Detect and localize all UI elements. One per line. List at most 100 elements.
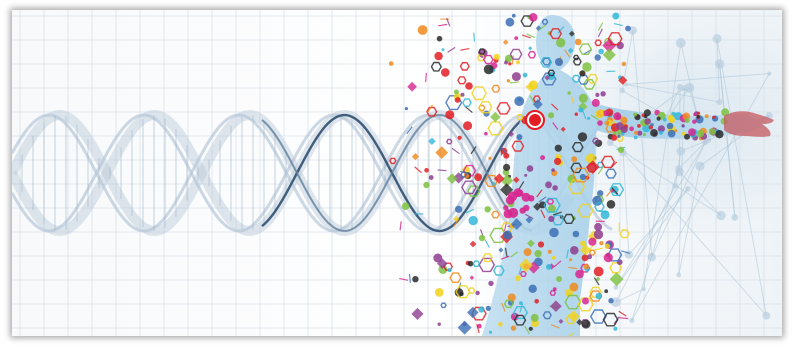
particle-atom	[551, 168, 555, 172]
particle-atom	[625, 25, 631, 32]
particle-atom	[662, 117, 667, 122]
particle-hexagon	[472, 260, 481, 267]
particle-diamond	[469, 240, 477, 248]
particle-bond	[582, 110, 587, 120]
molecular-particles	[388, 12, 730, 336]
particle-atom	[620, 126, 628, 133]
particle-bond	[611, 187, 619, 195]
particle-atom	[569, 282, 579, 292]
particle-atom	[604, 289, 609, 294]
particle-bond	[465, 208, 475, 214]
particle-bond	[550, 324, 560, 329]
particle-bond	[597, 22, 604, 31]
particle-hexagon	[445, 138, 453, 145]
network-link	[615, 288, 644, 303]
particle-diamond	[567, 47, 574, 54]
particle-bond	[438, 23, 448, 27]
particle-bond	[568, 266, 578, 270]
particle-cluster	[503, 209, 513, 219]
particle-atom	[579, 70, 586, 77]
particle-bond	[536, 189, 543, 198]
particle-atom	[441, 48, 445, 52]
particle-atom	[600, 91, 606, 97]
particle-atom	[510, 325, 517, 331]
particle-bond	[500, 255, 510, 260]
network-link	[628, 188, 689, 255]
particle-hexagon	[572, 167, 590, 183]
particle-atom	[534, 299, 539, 304]
particle-atom	[644, 118, 651, 125]
particle-atom	[715, 130, 724, 139]
particle-atom	[684, 133, 690, 140]
particle-atom	[503, 205, 509, 211]
particle-bond	[552, 122, 559, 131]
particle-atom	[594, 222, 603, 231]
particle-atom	[681, 131, 686, 136]
particle-hexagon	[492, 265, 505, 276]
particle-bond	[504, 247, 508, 257]
particle-hexagon	[482, 54, 494, 65]
network-node	[762, 311, 771, 320]
network-link	[716, 38, 767, 316]
particle-atom	[423, 181, 430, 189]
particle-bond	[519, 303, 524, 313]
particle-atom	[599, 241, 604, 246]
particle-atom	[642, 124, 651, 133]
particle-atom	[434, 51, 443, 61]
particle-atom	[696, 115, 700, 119]
particle-diamond	[411, 153, 420, 161]
particle-atom	[613, 326, 618, 331]
particle-bond	[564, 49, 571, 58]
particle-hexagon	[462, 164, 477, 177]
particle-atom	[424, 168, 429, 173]
particle-bond	[605, 189, 613, 197]
particle-atom	[488, 156, 492, 160]
particle-atom	[488, 280, 494, 287]
particle-atom	[650, 123, 654, 127]
particle-hexagon	[589, 309, 607, 324]
particle-atom	[465, 82, 473, 90]
particle-atom	[506, 79, 511, 83]
network-node	[676, 146, 686, 156]
particle-bond	[521, 34, 531, 39]
particle-diamond	[411, 307, 424, 321]
particle-atom	[459, 292, 464, 296]
particle-bond	[510, 251, 519, 258]
particle-atom	[478, 234, 486, 242]
particle-hexagon	[578, 43, 593, 55]
particle-hexagon	[496, 102, 511, 115]
particle-atom	[548, 215, 555, 222]
particle-atom	[658, 130, 664, 135]
particle-bond	[473, 32, 476, 42]
particle-atom	[552, 185, 558, 191]
network-node	[613, 285, 619, 290]
particle-atom	[551, 255, 556, 260]
particle-atom	[597, 190, 604, 197]
particle-atom	[580, 240, 586, 247]
particle-diamond	[457, 320, 472, 335]
particle-atom	[571, 156, 578, 163]
particle-atom	[507, 293, 516, 302]
particle-hexagon	[594, 202, 605, 212]
particle-atom	[505, 17, 515, 27]
particle-hexagon	[565, 314, 577, 325]
particle-atom	[600, 210, 610, 220]
particle-diamond	[513, 176, 520, 184]
faint-molecule-network	[606, 26, 773, 324]
particle-atom	[597, 120, 603, 126]
particle-atom	[692, 119, 697, 124]
particle-atom	[595, 109, 604, 119]
particle-atom	[516, 60, 520, 65]
particle-hexagon	[491, 84, 501, 93]
particle-atom	[581, 254, 589, 262]
particle-hexagon	[571, 141, 584, 153]
particle-bond	[557, 26, 565, 34]
particle-atom	[528, 80, 539, 90]
particle-bond	[619, 317, 629, 320]
particle-hexagon	[459, 62, 470, 71]
particle-hexagon	[571, 74, 581, 83]
particle-atom	[684, 117, 690, 123]
particle-atom	[637, 124, 641, 128]
particle-bond	[470, 146, 477, 155]
particle-atom	[656, 116, 661, 121]
